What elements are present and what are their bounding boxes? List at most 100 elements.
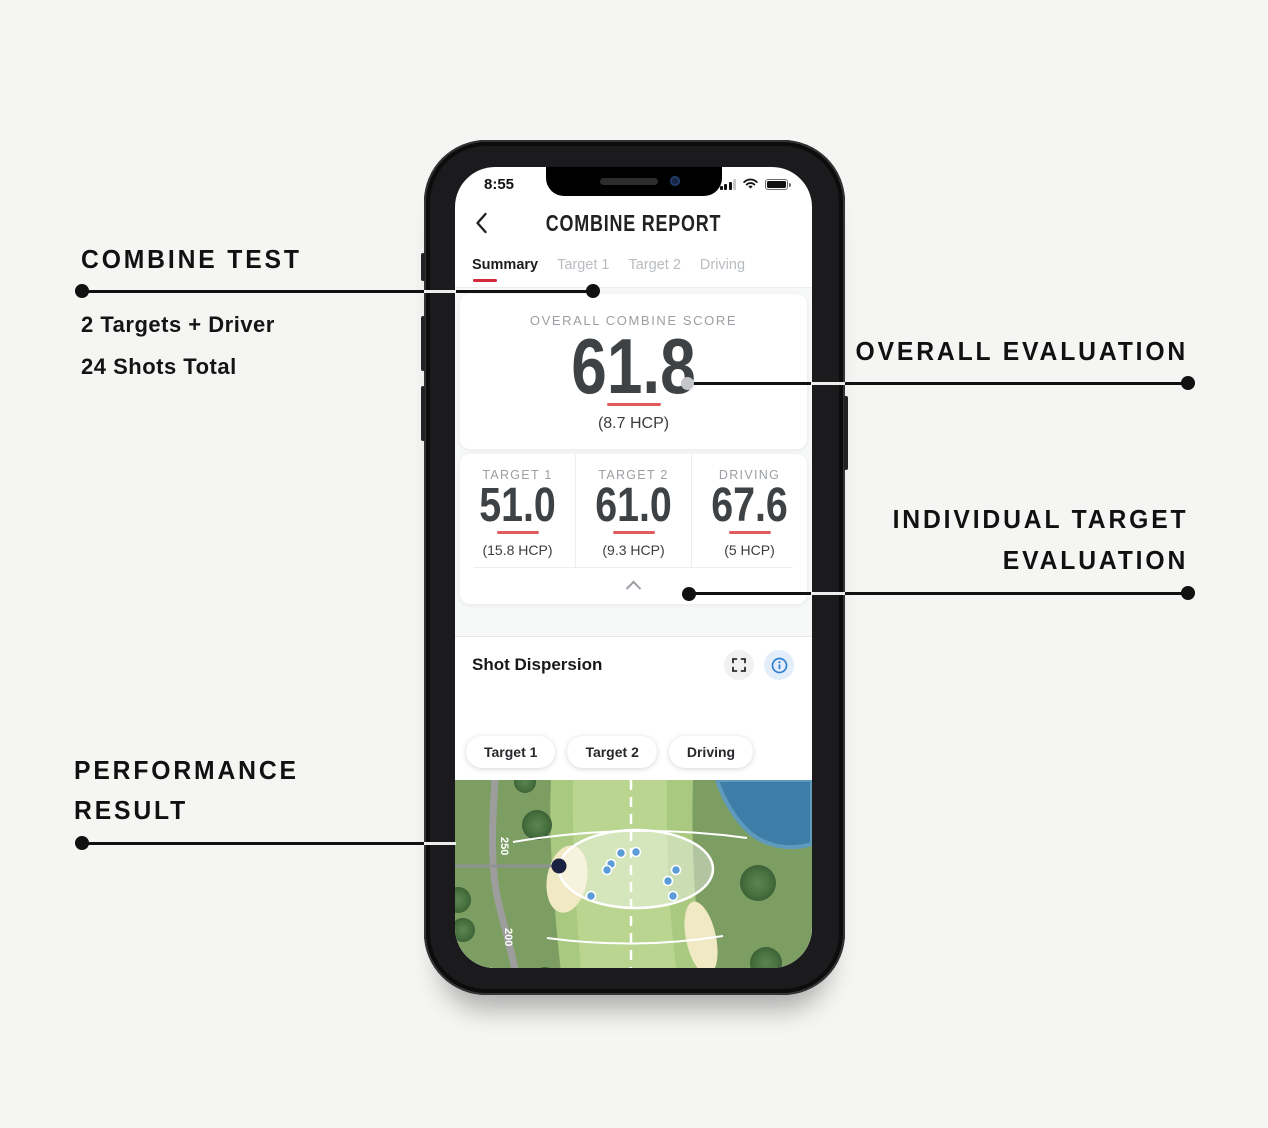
power-button <box>844 396 848 470</box>
map-water-hazard <box>714 778 812 850</box>
performance-result-callout-line <box>82 842 424 845</box>
overall-score-hcp: (8.7 HCP) <box>597 415 670 432</box>
performance-result-heading-line2: RESULT <box>74 795 189 825</box>
combine-test-subtext-2: 24 Shots Total <box>81 354 237 379</box>
combine-test-callout-dot-left <box>75 284 89 298</box>
performance-callout-dot-on-map <box>551 858 567 874</box>
battery-icon <box>765 178 791 190</box>
back-button[interactable] <box>467 209 495 237</box>
combine-test-callout-line <box>82 290 424 293</box>
summary-section: OVERALL COMBINE SCORE 61.8 (8.7 HCP) TAR… <box>455 288 812 636</box>
map-cart-path <box>488 779 519 968</box>
target-2-column: TARGET 2 61.0 (9.3 HCP) <box>575 454 691 567</box>
phone-screen: 8:55 COMBINE REPORT <box>455 167 812 968</box>
info-icon <box>771 657 787 673</box>
chevron-up-icon <box>625 580 642 597</box>
volume-down-button <box>421 386 425 441</box>
shot-dot <box>601 864 613 876</box>
report-tabs: Summary Target 1 Target 2 Driving <box>455 245 812 288</box>
app-header: COMBINE REPORT <box>455 201 812 245</box>
map-distance-200: 200 <box>502 928 514 946</box>
map-bunker-right <box>684 901 718 968</box>
shot-dot <box>670 864 682 876</box>
driving-column: DRIVING 67.6 (5 HCP) <box>691 454 807 567</box>
driving-label: DRIVING <box>718 468 781 482</box>
golf-course-map: 250 200 <box>455 771 812 968</box>
pill-driving[interactable]: Driving <box>668 736 754 768</box>
individual-target-callout-line-bezel <box>811 592 845 595</box>
map-fairway-stripe <box>572 780 677 968</box>
shot-dispersion-header: Shot Dispersion <box>455 637 812 693</box>
combine-test-callout-line-bezel <box>424 290 456 293</box>
driving-score: 67.6 <box>711 479 788 532</box>
performance-result-heading-line1: PERFORMANCE <box>74 755 299 785</box>
pill-target-2[interactable]: Target 2 <box>567 736 657 768</box>
map-distance-250: 250 <box>498 837 510 855</box>
info-button[interactable] <box>764 650 794 680</box>
dispersion-map[interactable]: 250 200 <box>455 771 812 968</box>
mute-switch <box>421 253 425 281</box>
target-2-score: 61.0 <box>595 479 672 532</box>
dispersion-ellipse <box>557 828 715 910</box>
combine-test-callout-line-screen <box>456 290 590 293</box>
fullscreen-icon <box>732 658 746 672</box>
shot-dot <box>630 846 642 858</box>
front-camera <box>669 176 680 186</box>
target-2-underline <box>612 531 655 534</box>
fullscreen-button[interactable] <box>724 650 754 680</box>
shot-dot <box>615 847 627 859</box>
individual-target-evaluation-heading-line1: INDIVIDUAL TARGET <box>892 504 1188 534</box>
overall-evaluation-callout-line-screen <box>692 382 811 385</box>
tab-target-1[interactable]: Target 1 <box>557 257 610 273</box>
target-1-hcp: (15.8 HCP) <box>482 542 553 558</box>
dispersion-shots <box>585 846 682 902</box>
pill-target-1[interactable]: Target 1 <box>466 736 556 768</box>
individual-target-callout-line <box>845 592 1188 595</box>
overall-score-label: OVERALL COMBINE SCORE <box>529 313 738 328</box>
shot-dispersion-title: Shot Dispersion <box>472 655 603 674</box>
shot-dot <box>585 890 597 902</box>
tab-summary[interactable]: Summary <box>472 257 538 287</box>
individual-target-callout-dot-right <box>1181 586 1195 600</box>
notch <box>545 167 722 196</box>
tab-target-2[interactable]: Target 2 <box>628 257 681 273</box>
target-scores-card: TARGET 1 51.0 (15.8 HCP) TARGET 2 61.0 (… <box>460 454 807 604</box>
page-title: COMBINE REPORT <box>545 210 722 236</box>
shot-dot <box>667 890 679 902</box>
target-1-column: TARGET 1 51.0 (15.8 HCP) <box>460 454 575 567</box>
overall-evaluation-callout-dot-left <box>681 377 694 390</box>
status-time: 8:55 <box>484 176 515 193</box>
target-2-hcp: (9.3 HCP) <box>602 542 665 558</box>
combine-test-callout-dot-right <box>586 284 600 298</box>
tab-driving[interactable]: Driving <box>699 257 746 273</box>
target-1-score: 51.0 <box>479 479 556 532</box>
overall-score-value: 61.8 <box>571 322 696 410</box>
chevron-left-icon <box>475 212 487 234</box>
driving-hcp: (5 HCP) <box>724 542 775 558</box>
combine-test-heading: COMBINE TEST <box>81 244 302 274</box>
shot-dispersion-section: Shot Dispersion Target 1 Target 2 <box>455 636 812 968</box>
overall-evaluation-callout-line-bezel <box>811 382 845 385</box>
map-range-arc-lower <box>546 935 724 945</box>
cellular-signal-icon <box>719 179 736 190</box>
target-2-label: TARGET 2 <box>598 468 669 482</box>
dispersion-filter-pills: Target 1 Target 2 Driving <box>466 736 754 768</box>
volume-up-button <box>421 316 425 371</box>
collapse-button[interactable] <box>474 567 793 603</box>
target-1-underline <box>496 531 539 534</box>
combine-test-subtext-1: 2 Targets + Driver <box>81 312 275 337</box>
overall-evaluation-callout-dot-right <box>1181 376 1195 390</box>
driving-underline <box>728 531 771 534</box>
overall-score-card: OVERALL COMBINE SCORE 61.8 (8.7 HCP) <box>460 294 807 449</box>
wifi-icon <box>743 178 758 189</box>
overall-evaluation-callout-line <box>845 382 1188 385</box>
performance-result-callout-dot-left <box>75 836 89 850</box>
shot-dot <box>662 875 674 887</box>
individual-target-callout-dot-left <box>682 587 696 601</box>
status-bar: 8:55 <box>455 167 812 201</box>
individual-target-evaluation-heading-line2: EVALUATION <box>1002 545 1188 575</box>
overall-evaluation-heading: OVERALL EVALUATION <box>855 336 1188 366</box>
status-icons <box>719 178 791 190</box>
phone-mockup: 8:55 COMBINE REPORT <box>421 140 848 995</box>
performance-result-callout-line-bezel <box>424 842 456 845</box>
